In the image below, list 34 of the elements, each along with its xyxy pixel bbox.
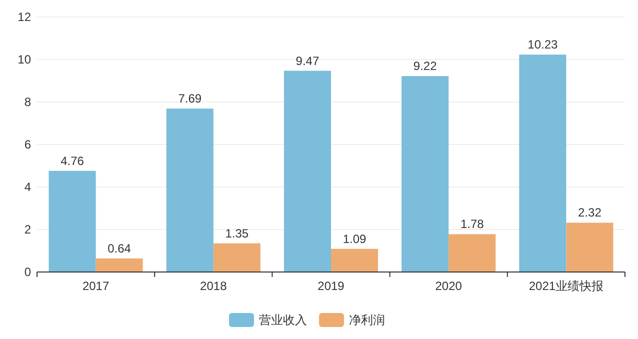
bar [213, 243, 260, 272]
bar [166, 108, 214, 272]
x-tick-label: 2019 [318, 279, 345, 293]
data-label: 1.35 [225, 226, 249, 240]
y-tick-label: 0 [24, 265, 32, 280]
data-label: 1.09 [342, 232, 367, 246]
y-tick-label: 6 [24, 138, 32, 152]
bar [402, 76, 449, 272]
bar [519, 54, 566, 272]
x-tick-label: 2021业绩快报 [528, 279, 604, 293]
bar [284, 70, 331, 272]
data-label: 9.22 [413, 59, 438, 74]
data-label: 2.32 [578, 206, 602, 220]
y-tick-label: 12 [18, 10, 32, 24]
bar [448, 234, 496, 272]
legend-label: 净利润 [349, 313, 385, 328]
x-tick-label: 2018 [200, 279, 228, 293]
data-label: 4.76 [60, 154, 84, 168]
y-tick-label: 10 [18, 52, 32, 67]
data-label: 9.47 [296, 54, 320, 68]
bar [331, 248, 378, 272]
y-tick-label: 2 [24, 222, 32, 237]
bar [96, 258, 143, 272]
x-tick-label: 2017 [82, 279, 110, 293]
y-tick-label: 4 [24, 180, 32, 194]
data-label: 10.23 [528, 38, 558, 52]
legend-label: 营业收入 [259, 313, 307, 328]
bar [48, 170, 96, 272]
bar [566, 222, 614, 272]
x-tick-label: 2020 [435, 279, 462, 293]
data-label: 1.78 [460, 217, 484, 232]
data-label: 0.64 [108, 241, 132, 256]
y-tick-label: 8 [24, 95, 32, 110]
data-label: 7.69 [178, 92, 202, 106]
